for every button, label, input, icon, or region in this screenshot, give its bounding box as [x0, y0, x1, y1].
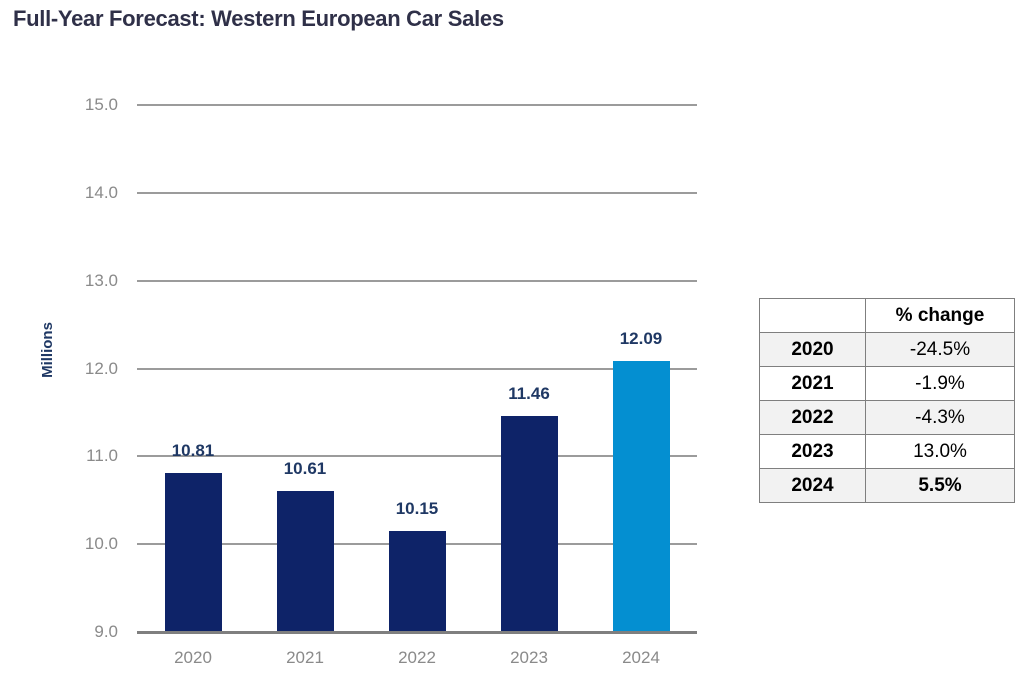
pct-change-cell-2024: 5.5% — [865, 468, 1015, 503]
bar-value-label-2024: 12.09 — [619, 328, 663, 348]
x-tick-label-2023: 2023 — [510, 648, 548, 667]
table-header-empty — [759, 298, 866, 333]
table-row-2020: 2020 -24.5% — [759, 332, 1015, 367]
bar-2022 — [388, 530, 446, 632]
table-row-2022: 2022 -4.3% — [759, 400, 1015, 435]
gridline — [137, 191, 697, 194]
table-row-2023: 2023 13.0% — [759, 434, 1015, 469]
y-tick-label: 14.0 — [84, 182, 118, 202]
bar-value-label-2022: 10.15 — [395, 498, 439, 518]
y-tick-label: 10.0 — [84, 534, 118, 554]
bar-2021 — [276, 490, 334, 632]
table-header-row: % change — [759, 298, 1015, 333]
y-tick-label: 13.0 — [84, 270, 118, 290]
year-cell-2021: 2021 — [759, 366, 866, 401]
bar-value-label-2023: 11.46 — [508, 383, 550, 403]
bar-value-label-2020: 10.81 — [171, 441, 215, 461]
y-tick-label: 12.0 — [84, 358, 118, 378]
gridline — [137, 367, 697, 370]
year-cell-2022: 2022 — [759, 400, 866, 435]
year-cell-2024: 2024 — [759, 468, 866, 503]
x-tick-label-2021: 2021 — [286, 648, 324, 667]
bar-2023 — [500, 415, 558, 632]
x-tick-label-2020: 2020 — [174, 648, 212, 667]
y-tick-label: 15.0 — [84, 95, 118, 114]
x-tick-label-2024: 2024 — [622, 648, 660, 667]
pct-change-cell-2020: -24.5% — [865, 332, 1015, 367]
gridline — [137, 104, 697, 106]
bar-value-label-2021: 10.61 — [283, 458, 327, 478]
pct-change-cell-2023: 13.0% — [865, 434, 1015, 469]
gridline — [137, 455, 697, 458]
pct-change-table: % change 2020 -24.5% 2021 -1.9% 2022 -4.3% 2023… — [759, 298, 1015, 503]
bar-2024-forecast — [612, 360, 670, 632]
year-cell-2020: 2020 — [759, 332, 866, 367]
chart-title: Full-Year Forecast: Western European Car… — [13, 6, 504, 31]
table-row-2021: 2021 -1.9% — [759, 366, 1015, 401]
y-tick-label: 11.0 — [86, 446, 118, 466]
x-tick-label-2022: 2022 — [398, 648, 436, 667]
gridline — [137, 279, 697, 282]
table-header-pct-change: % change — [865, 298, 1015, 333]
pct-change-cell-2022: -4.3% — [865, 400, 1015, 435]
pct-change-cell-2021: -1.9% — [865, 366, 1015, 401]
bar-2020 — [164, 473, 222, 632]
table-row-2024: 2024 5.5% — [759, 468, 1015, 503]
y-axis-title: Millions — [39, 322, 56, 378]
y-tick-label: 9.0 — [94, 622, 118, 641]
year-cell-2023: 2023 — [759, 434, 866, 469]
x-axis-line — [137, 630, 697, 634]
